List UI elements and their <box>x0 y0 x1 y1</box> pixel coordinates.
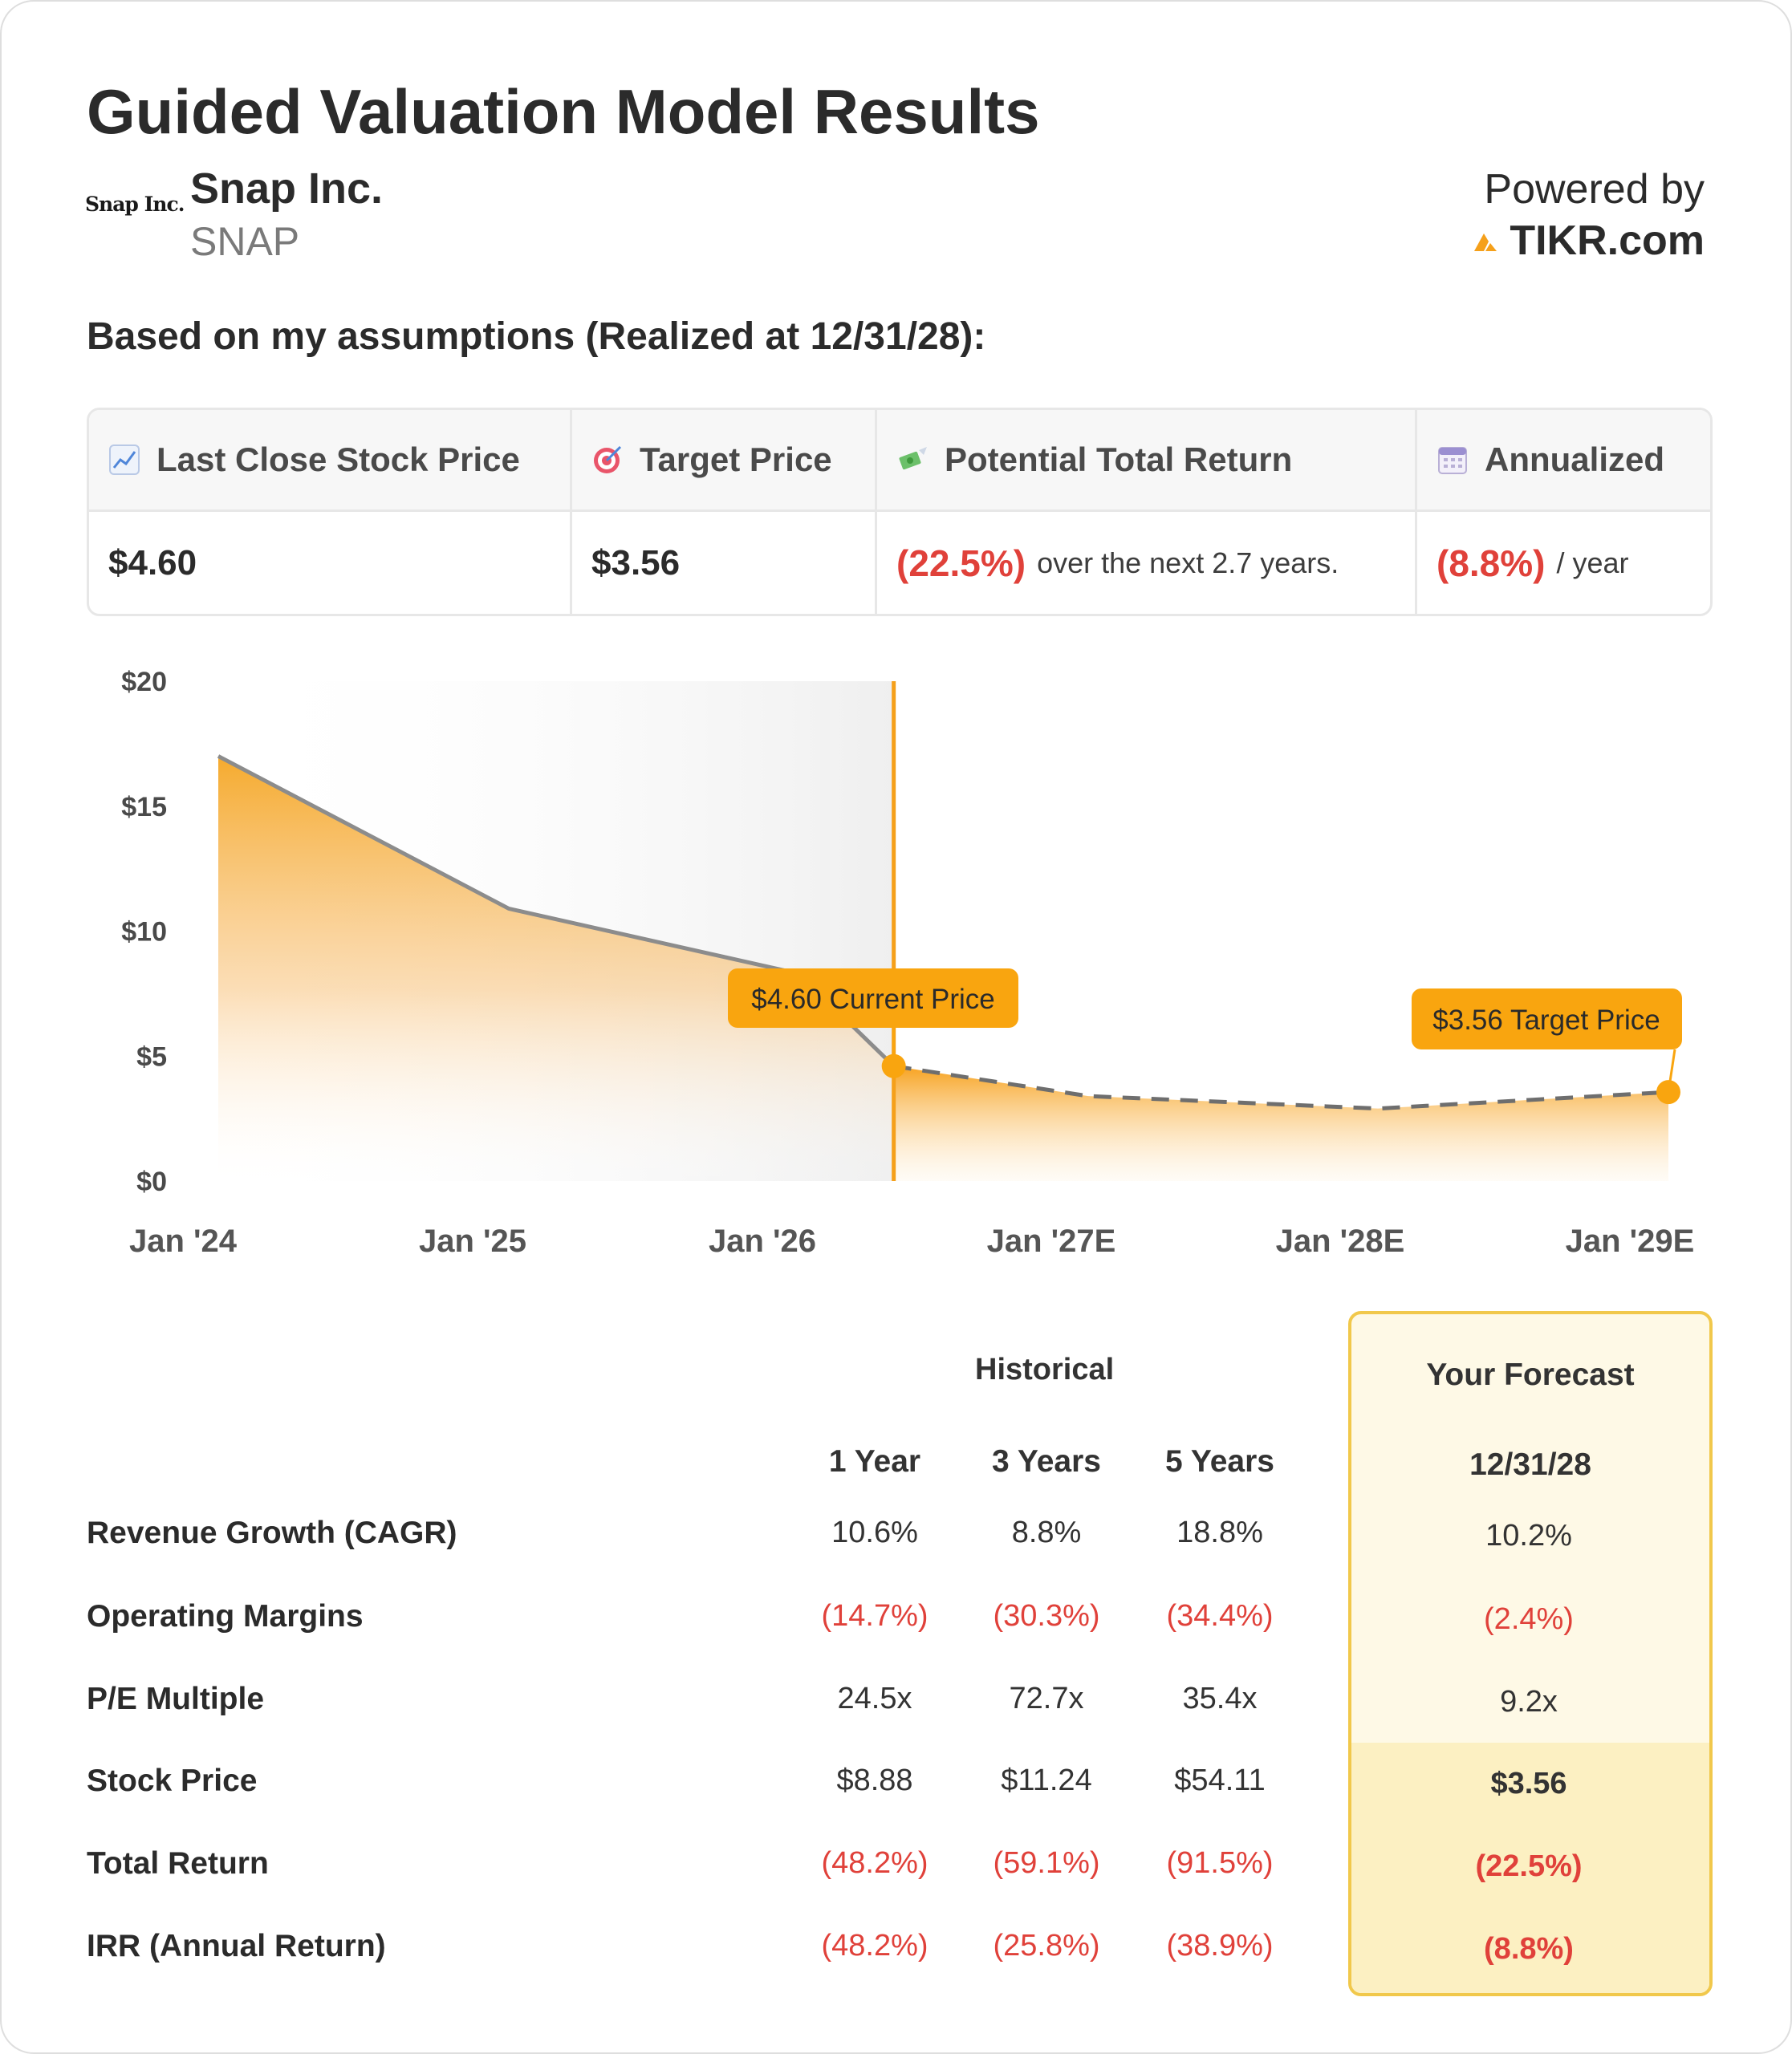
summary-table: Last Close Stock Price Target Price Pote… <box>87 408 1713 616</box>
summary-header-label: Annualized <box>1485 440 1665 478</box>
annualized-value: (8.8%) <box>1436 542 1546 584</box>
forecast-date: 12/31/28 <box>1469 1447 1591 1482</box>
historical-cell: (48.2%) <box>821 1929 929 1963</box>
historical-cell: (59.1%) <box>993 1846 1100 1880</box>
x-tick-label: Jan '29E <box>1566 1224 1695 1259</box>
money-with-wings-icon <box>899 447 927 470</box>
col-header-1-year: 1 Year <box>828 1444 921 1479</box>
x-tick-label: Jan '27E <box>987 1224 1116 1259</box>
current-price-label: $4.60 Current Price <box>751 984 994 1015</box>
target-price-callout <box>1412 988 1682 1049</box>
forecast-cell: $3.56 <box>1490 1767 1567 1800</box>
tikr-brand-text: TIKR.com <box>1510 217 1705 264</box>
target-price-marker <box>1656 1080 1680 1105</box>
historical-cell: 8.8% <box>1011 1516 1082 1549</box>
historical-cell: 18.8% <box>1176 1516 1263 1549</box>
historical-cell: (34.4%) <box>1166 1599 1274 1633</box>
calendar-icon <box>1438 447 1467 474</box>
historical-header: Historical <box>975 1353 1115 1386</box>
total-return-value: (22.5%) <box>896 542 1026 584</box>
company-logo: Snap Inc. <box>85 193 185 216</box>
ticker-symbol: SNAP <box>190 219 300 264</box>
forecast-cell: (2.4%) <box>1484 1602 1574 1636</box>
historical-cell: 10.6% <box>831 1516 918 1549</box>
y-tick-label: $15 <box>121 792 167 822</box>
historical-cell: $54.11 <box>1174 1764 1266 1797</box>
historical-cell: (25.8%) <box>993 1929 1100 1963</box>
current-price-callout <box>728 968 1018 1028</box>
col-header-5-years: 5 Years <box>1165 1444 1274 1479</box>
forecast-line <box>893 1064 1669 1111</box>
summary-header-label: Target Price <box>640 440 832 478</box>
summary-header-last-close: Last Close Stock Price <box>89 410 572 509</box>
forecast-area <box>893 1066 1668 1181</box>
row-label: Total Return <box>87 1846 269 1881</box>
target-price-label: $3.56 Target Price <box>1432 1005 1660 1036</box>
current-price-marker <box>881 1053 906 1078</box>
target-price-value: $3.56 <box>572 512 877 614</box>
x-tick-label: Jan '24 <box>129 1224 238 1259</box>
row-label: Operating Margins <box>87 1599 364 1634</box>
forecast-cell: (8.8%) <box>1484 1932 1574 1966</box>
price-chart: $0 $5 $10 $15 $20 Jan '24 Jan '25 Jan '26 Jan '2… <box>121 667 1695 1259</box>
x-tick-label: Jan '28E <box>1276 1224 1405 1259</box>
summary-header-annualized: Annualized <box>1417 410 1710 509</box>
forecast-cell: (22.5%) <box>1475 1849 1583 1883</box>
forecast-title: Your Forecast <box>1426 1358 1635 1392</box>
historical-cell: 35.4x <box>1182 1682 1258 1715</box>
row-label: Revenue Growth (CAGR) <box>87 1516 457 1550</box>
total-return-cell: (22.5%) over the next 2.7 years. <box>877 512 1417 614</box>
forecast-cell: 9.2x <box>1500 1685 1558 1719</box>
historical-cell: $8.88 <box>836 1764 913 1797</box>
powered-by-label: Powered by <box>1484 166 1705 213</box>
historical-area <box>218 756 894 1181</box>
historical-cell: $11.24 <box>1001 1764 1092 1797</box>
row-label: IRR (Annual Return) <box>87 1929 386 1963</box>
y-tick-label: $20 <box>121 667 167 697</box>
target-icon <box>594 445 622 473</box>
annualized-suffix: / year <box>1556 546 1629 579</box>
forecast-highlight <box>1351 1743 1709 1993</box>
historical-cell: (14.7%) <box>821 1599 929 1633</box>
col-header-3-years: 3 Years <box>992 1444 1101 1479</box>
annualized-cell: (8.8%) / year <box>1417 512 1710 614</box>
x-tick-label: Jan '25 <box>419 1224 526 1259</box>
company-name: Snap Inc. <box>190 164 384 213</box>
y-tick-label: $0 <box>136 1167 167 1197</box>
historical-cell: (48.2%) <box>821 1846 929 1880</box>
row-label: P/E Multiple <box>87 1682 265 1716</box>
summary-header-label: Last Close Stock Price <box>156 440 520 478</box>
historical-cell: (38.9%) <box>1166 1929 1274 1963</box>
summary-header-label: Potential Total Return <box>945 440 1293 478</box>
tikr-logo-icon <box>1474 233 1497 251</box>
y-tick-label: $10 <box>121 917 167 948</box>
historical-cell: (30.3%) <box>993 1599 1100 1633</box>
last-close-value: $4.60 <box>89 512 572 614</box>
row-label: Stock Price <box>87 1764 258 1798</box>
chart-increasing-icon <box>109 444 140 475</box>
historical-cell: 24.5x <box>837 1682 912 1715</box>
forecast-cell: 10.2% <box>1485 1519 1572 1553</box>
summary-header-total-return: Potential Total Return <box>877 410 1417 509</box>
x-tick-label: Jan '26 <box>709 1224 816 1259</box>
historical-cell: (91.5%) <box>1166 1846 1274 1880</box>
tikr-brand[interactable]: TIKR.com <box>1473 217 1705 265</box>
y-tick-label: $5 <box>136 1041 167 1072</box>
summary-header-row: Last Close Stock Price Target Price Pote… <box>89 410 1710 512</box>
total-return-suffix: over the next 2.7 years. <box>1037 546 1339 579</box>
summary-values-row: $4.60 $3.56 (22.5%) over the next 2.7 ye… <box>89 512 1710 614</box>
summary-header-target: Target Price <box>572 410 877 509</box>
historical-cell: 72.7x <box>1009 1682 1084 1715</box>
page-title: Guided Valuation Model Results <box>87 76 1040 147</box>
forecast-column: Your Forecast 12/31/28 <box>1348 1311 1713 1996</box>
assumptions-label: Based on my assumptions (Realized at 12/… <box>87 315 986 358</box>
